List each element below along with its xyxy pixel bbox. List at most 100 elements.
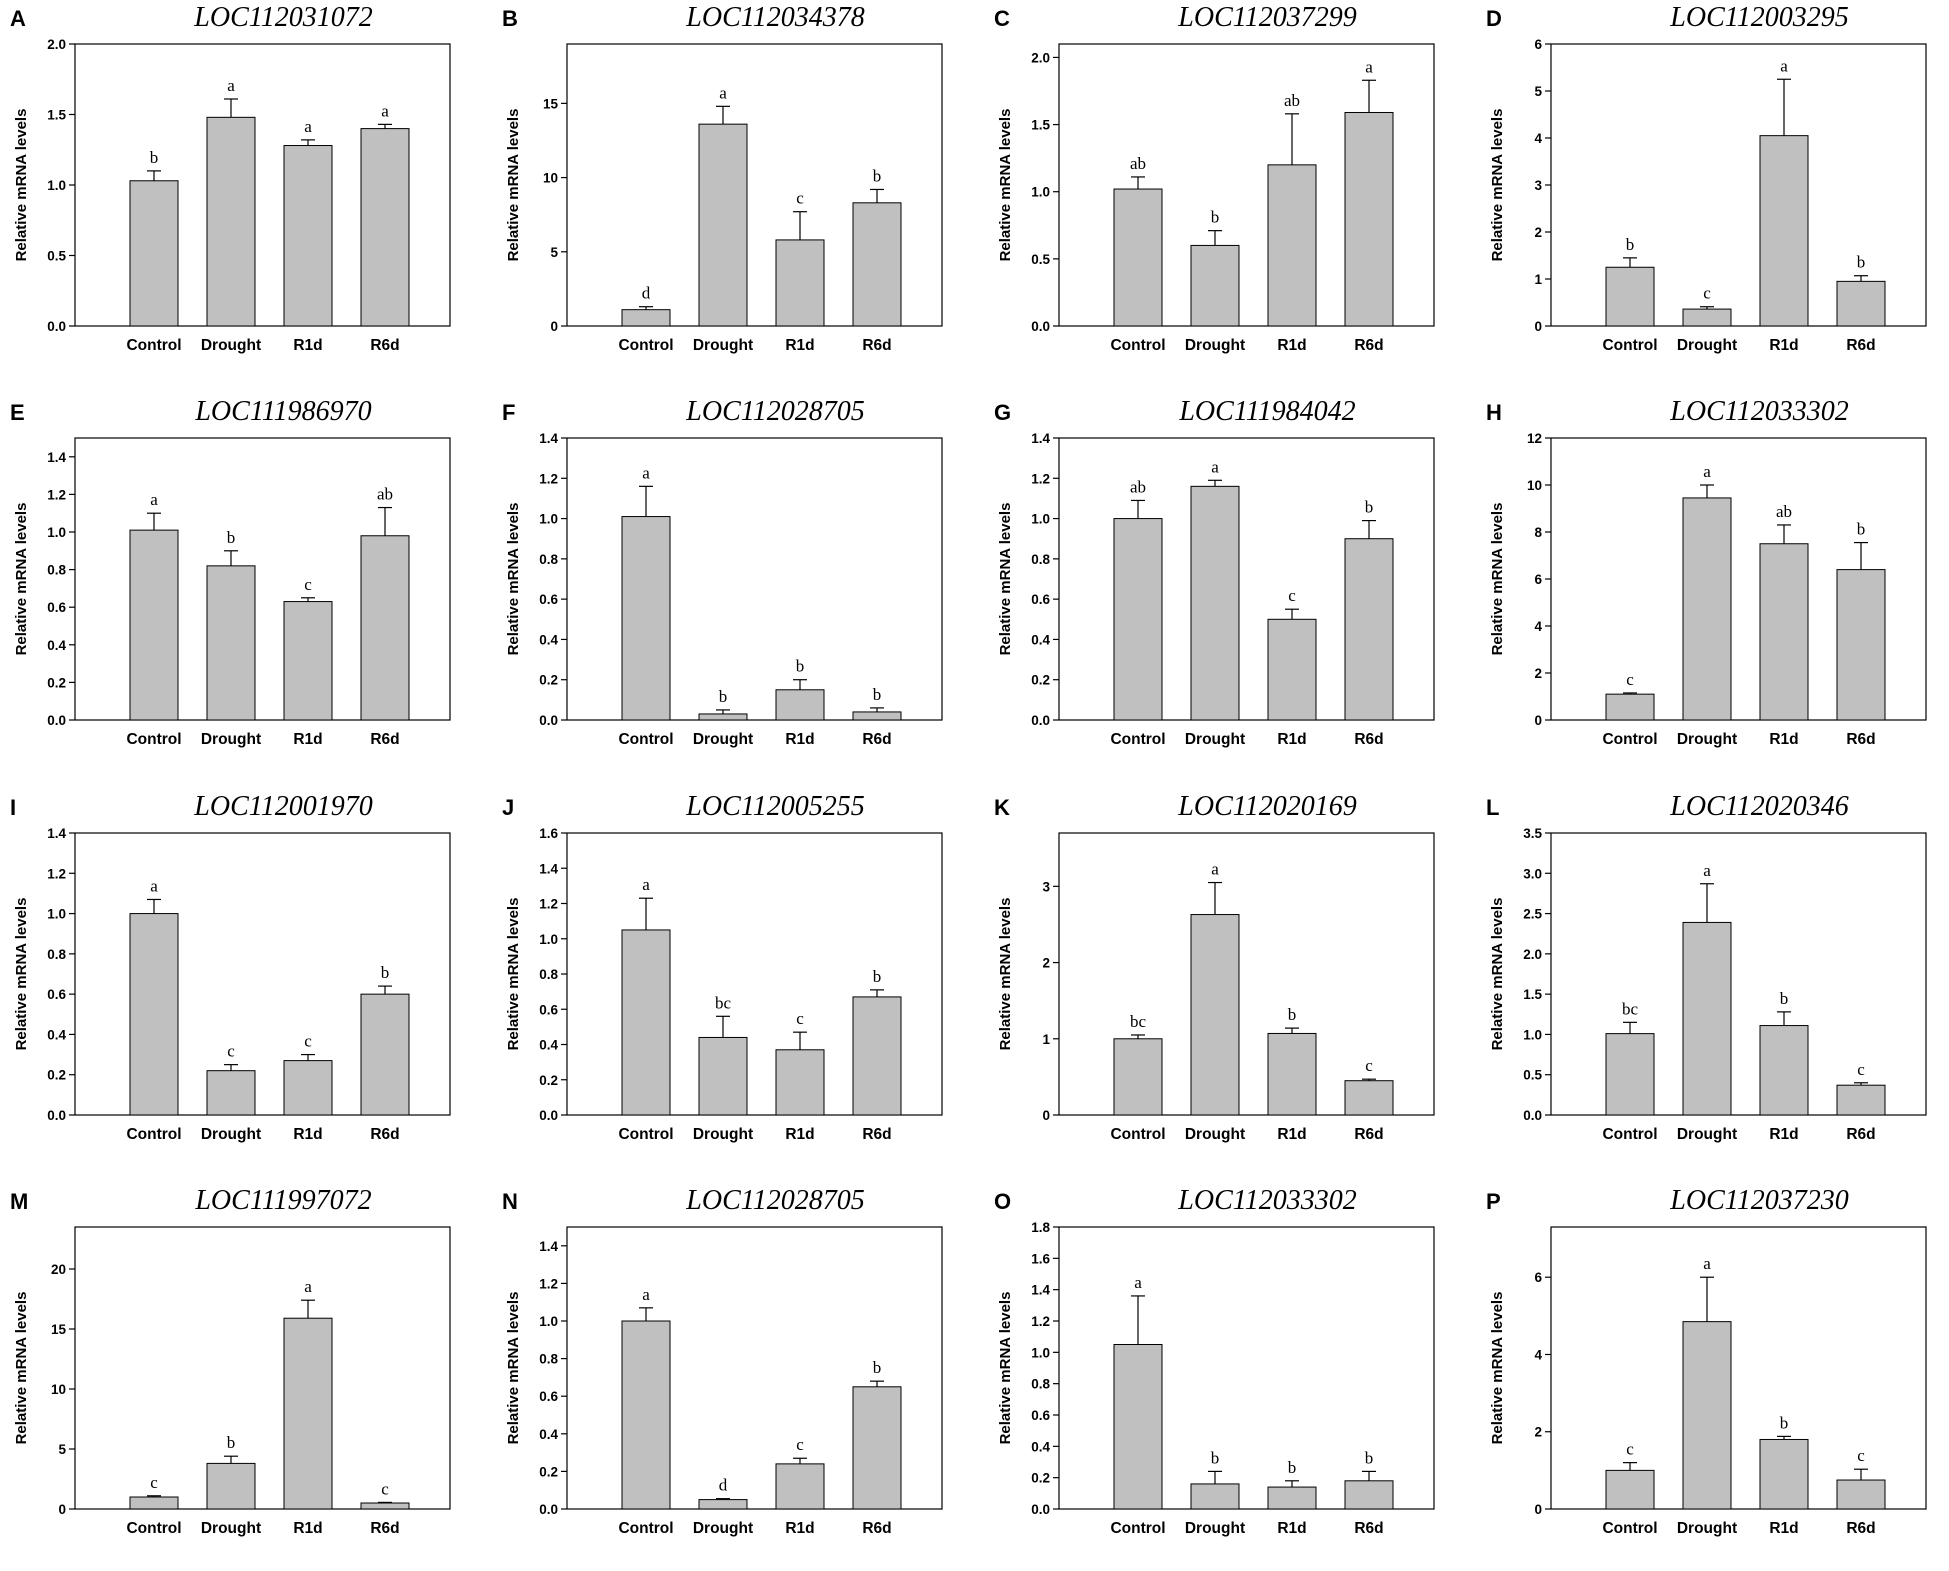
panel-g: G LOC111984042 0.0 0.2 0.4 0.6 0.8 1.0 1.2 1.4 Rel… — [984, 394, 1471, 782]
significance-label: b — [1780, 989, 1789, 1008]
x-category-label: R6d — [862, 337, 891, 354]
bar — [1344, 538, 1394, 721]
y-tick-label: 1.6 — [1031, 1251, 1050, 1266]
y-tick-label: 1.2 — [47, 487, 66, 502]
plot-frame — [74, 1226, 451, 1510]
chart-title: LOC111986970 — [195, 396, 372, 427]
panel-letter: F — [502, 400, 516, 425]
y-tick-label: 0 — [1534, 1502, 1542, 1517]
y-tick-label: 1.0 — [47, 907, 66, 922]
y-axis-label: Relative mRNA levels — [1489, 1292, 1506, 1445]
x-category-label: R6d — [862, 1126, 891, 1143]
significance-label: a — [1211, 457, 1219, 476]
x-category-label: R6d — [1846, 731, 1875, 748]
y-tick-label: 8 — [1534, 525, 1542, 540]
plot-frame — [566, 43, 943, 327]
y-tick-label: 0.0 — [1031, 1502, 1050, 1517]
significance-label: a — [304, 1277, 312, 1296]
bar-chart: 0.0 0.2 0.4 0.6 0.8 1.0 1.2 1.4 1.6 Relative mRNA… — [505, 826, 943, 1143]
y-tick-label: 0.4 — [1031, 632, 1050, 647]
y-tick-label: 1.0 — [47, 525, 66, 540]
bar — [129, 529, 179, 721]
x-category-label: R6d — [370, 1520, 399, 1537]
bar — [129, 913, 179, 1116]
significance-label: c — [796, 189, 804, 208]
bar — [1682, 921, 1732, 1116]
panel-letter: O — [994, 1189, 1012, 1214]
bar — [129, 1496, 179, 1510]
panel-letter: D — [1486, 6, 1502, 31]
y-tick-label: 0.4 — [47, 1027, 66, 1042]
significance-label: a — [1703, 1254, 1711, 1273]
y-tick-label: 1 — [1042, 1032, 1050, 1047]
significance-label: a — [1365, 57, 1373, 76]
significance-label: bc — [1622, 999, 1639, 1018]
plot-frame — [1058, 832, 1435, 1116]
y-tick-label: 0.2 — [539, 673, 558, 688]
y-tick-label: 0.0 — [539, 713, 558, 728]
y-tick-label: 12 — [1527, 431, 1542, 446]
panel-f: F LOC112028705 0.0 0.2 0.4 0.6 0.8 1.0 1.2 1.4 Rel… — [492, 394, 979, 782]
y-tick-label: 2 — [1534, 666, 1542, 681]
y-tick-label: 3 — [1042, 879, 1050, 894]
significance-label: b — [873, 685, 882, 704]
significance-label: ab — [1284, 91, 1300, 110]
panel-j: J LOC112005255 0.0 0.2 0.4 0.6 0.8 1.0 1.2 1.4 1.6… — [492, 789, 979, 1177]
significance-label: c — [304, 575, 312, 594]
bar-chart: 0 1 2 3 4 5 6 Relative mRNA levels b Control c Drou… — [1489, 37, 1927, 354]
chart-title: LOC112033302 — [1178, 1185, 1357, 1216]
y-tick-label: 0.8 — [47, 947, 66, 962]
y-tick-label: 1 — [1534, 272, 1542, 287]
y-axis-label: Relative mRNA levels — [997, 109, 1014, 262]
significance-label: a — [1703, 861, 1711, 880]
bar-chart: 0 2 4 6 8 10 12 Relative mRNA levels c Control a Dr… — [1489, 431, 1927, 748]
y-tick-label: 3.0 — [1523, 866, 1542, 881]
panel-d: D LOC112003295 0 1 2 3 4 5 6 Relative mRNA levels… — [1476, 0, 1949, 388]
y-tick-label: 0.6 — [47, 987, 66, 1002]
bar — [206, 116, 256, 327]
y-tick-label: 3 — [1534, 178, 1542, 193]
bar — [698, 1036, 748, 1116]
x-category-label: Control — [1110, 1520, 1165, 1537]
bar — [1113, 1344, 1163, 1510]
y-tick-label: 0.6 — [47, 600, 66, 615]
y-tick-label: 6 — [1534, 37, 1542, 52]
y-tick-label: 0.0 — [539, 1502, 558, 1517]
bar — [206, 1070, 256, 1116]
significance-label: b — [796, 657, 805, 676]
significance-label: c — [1857, 1060, 1865, 1079]
bar — [1836, 1084, 1886, 1116]
panel-b: B LOC112034378 0 5 10 15 Relative mRNA levels d… — [492, 0, 979, 388]
y-tick-label: 20 — [51, 1262, 66, 1277]
y-tick-label: 1.0 — [1031, 185, 1050, 200]
significance-label: a — [719, 83, 727, 102]
bar — [1190, 914, 1240, 1116]
x-category-label: Control — [126, 337, 181, 354]
x-category-label: R1d — [293, 731, 322, 748]
x-category-label: Drought — [201, 1126, 261, 1143]
x-category-label: Drought — [201, 337, 261, 354]
y-tick-label: 0.5 — [47, 249, 66, 264]
y-tick-label: 0.2 — [539, 1464, 558, 1479]
significance-label: c — [381, 1479, 389, 1498]
significance-label: a — [1134, 1273, 1142, 1292]
y-tick-label: 1.0 — [539, 932, 558, 947]
y-tick-label: 0.0 — [1031, 713, 1050, 728]
significance-label: b — [1780, 1413, 1789, 1432]
x-category-label: R1d — [1277, 337, 1306, 354]
significance-label: c — [304, 1032, 312, 1051]
y-tick-label: 2 — [1534, 225, 1542, 240]
significance-label: b — [719, 687, 728, 706]
bar — [283, 1060, 333, 1116]
bar — [621, 309, 671, 327]
bar — [1344, 111, 1394, 327]
significance-label: a — [1703, 462, 1711, 481]
significance-label: a — [150, 876, 158, 895]
panel-k: K LOC112020169 0 1 2 3 Relative mRNA levels bc C… — [984, 789, 1471, 1177]
x-category-label: R1d — [1769, 1520, 1798, 1537]
y-axis-label: Relative mRNA levels — [505, 503, 522, 656]
x-category-label: R1d — [785, 1126, 814, 1143]
y-tick-label: 1.0 — [539, 1314, 558, 1329]
panel-l: L LOC112020346 0.0 0.5 1.0 1.5 2.0 2.5 3.0 3.5 Rel… — [1476, 789, 1949, 1177]
chart-title: LOC112028705 — [686, 1185, 865, 1216]
